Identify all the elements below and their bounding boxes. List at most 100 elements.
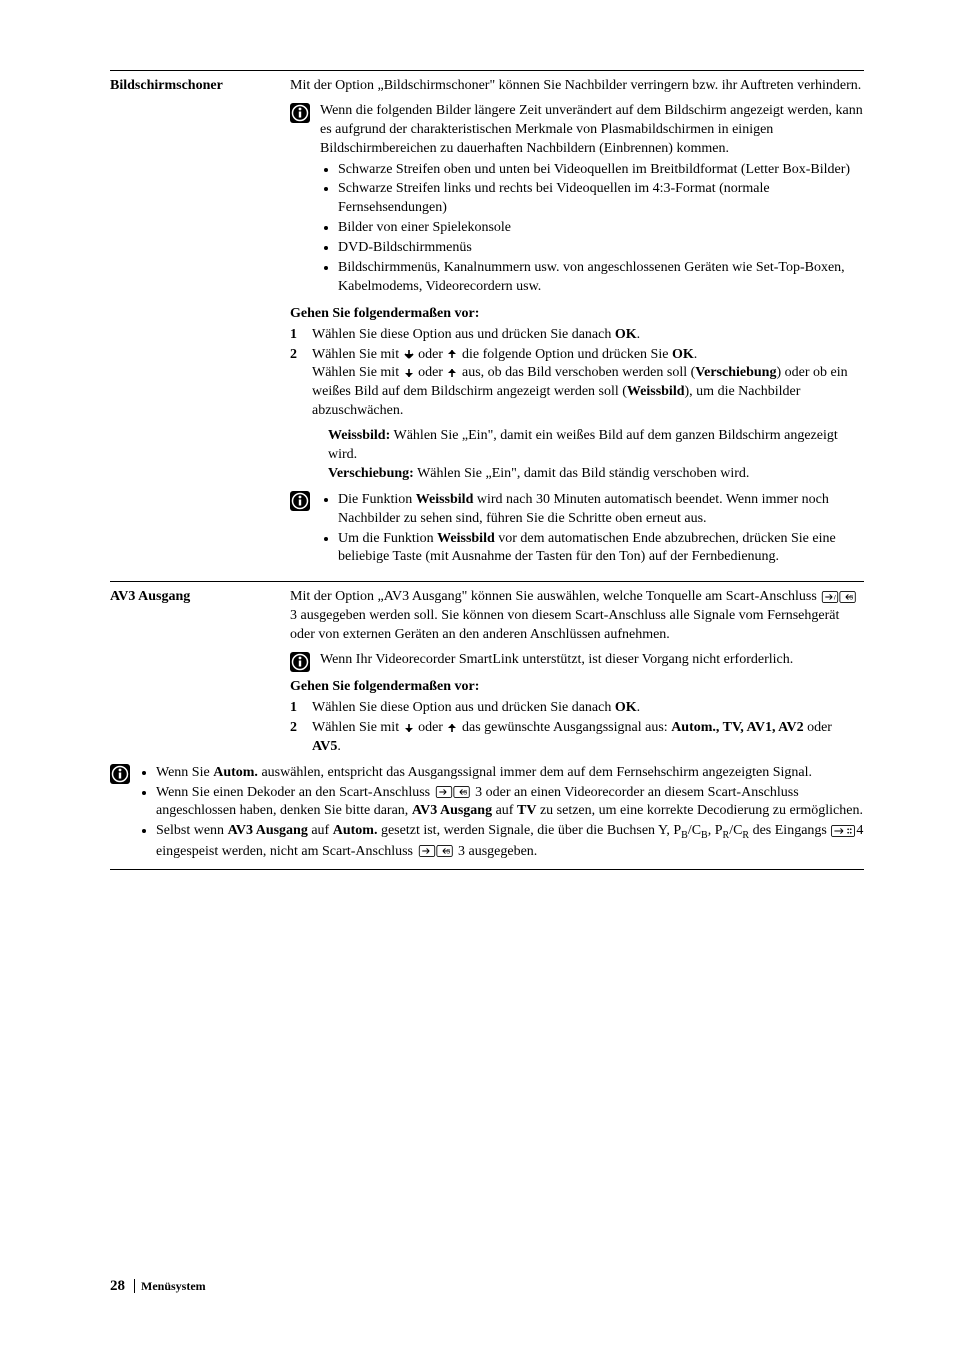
t: des Eingangs (749, 823, 830, 838)
bottom-bullets: Wenn Sie Autom. auswählen, entspricht da… (138, 764, 864, 862)
t: oder (804, 720, 832, 735)
b: Autom. (333, 823, 378, 838)
scart-io-icon: S (434, 786, 472, 798)
info-text: Wenn die folgenden Bilder längere Zeit u… (320, 102, 864, 299)
t: das gewünschte Ausgangssignal aus: (458, 720, 671, 735)
bullet-item: Schwarze Streifen oben und unten bei Vid… (338, 161, 864, 180)
t: 3 ausgegeben werden soll. Sie können von… (290, 608, 839, 642)
t: 3 ausgegeben. (455, 844, 538, 859)
t: oder (415, 365, 447, 380)
page-footer: 28 Menüsystem (110, 1276, 206, 1296)
page-number: 28 (110, 1278, 125, 1294)
svg-text:S: S (446, 850, 450, 856)
step-2: 2 Wählen Sie mit oder die folgende Optio… (290, 346, 864, 422)
b: AV3 Ausgang (412, 803, 492, 818)
verschiebung-line: Verschiebung: Wählen Sie „Ein", damit da… (328, 465, 864, 484)
section-av3: AV3 Ausgang Mit der Option „AV3 Ausgang"… (110, 588, 864, 758)
bullet-item: Bilder von einer Spielekonsole (338, 219, 864, 238)
step-number: 1 (290, 326, 312, 345)
arrow-down-icon (403, 722, 415, 734)
b: TV (517, 803, 536, 818)
b: Weissbild (416, 492, 474, 507)
arrow-down-icon (403, 367, 415, 379)
arrow-up-icon (446, 722, 458, 734)
section-title: Bildschirmschoner (110, 77, 290, 96)
steps-list: 1 Wählen Sie diese Option aus und drücke… (290, 326, 864, 421)
t: Um die Funktion (338, 531, 437, 546)
section-content: Mit der Option „Bildschirmschoner" könne… (290, 77, 864, 575)
svg-text:S: S (850, 596, 854, 602)
t: Wählen Sie mit (312, 720, 403, 735)
t: /C (688, 823, 701, 838)
opts: Autom., TV, AV1, AV2 (671, 720, 803, 735)
svg-text:S: S (463, 791, 467, 797)
t: Die Funktion (338, 492, 416, 507)
options-block: Weissbild: Wählen Sie „Ein", damit ein w… (328, 427, 864, 484)
t: auf (308, 823, 333, 838)
t: Wenn Sie einen Dekoder an den Scart-Ansc… (156, 785, 434, 800)
input-icon (830, 825, 856, 837)
scart-io-icon: /S (820, 591, 858, 603)
info-icon (110, 764, 130, 784)
t: Wenn Sie (156, 765, 213, 780)
ok: OK (615, 327, 637, 342)
label: Verschiebung: (328, 466, 414, 481)
text: Wählen Sie „Ein", damit ein weißes Bild … (328, 428, 838, 462)
b: Autom. (213, 765, 258, 780)
t: auswählen, entspricht das Ausgangssignal… (258, 765, 812, 780)
t: /C (729, 823, 742, 838)
info-text: Die Funktion Weissbild wird nach 30 Minu… (320, 490, 864, 570)
info-icon (290, 103, 310, 123)
label: Weissbild: (328, 428, 390, 443)
bullet-item: Wenn Sie einen Dekoder an den Scart-Ansc… (156, 784, 864, 822)
text: Wählen Sie „Ein", damit das Bild ständig… (414, 466, 750, 481)
arrow-down-icon (403, 348, 415, 360)
b: Weissbild (627, 384, 685, 399)
arrow-up-icon (446, 348, 458, 360)
ok: OK (615, 700, 637, 715)
t: Wählen Sie mit (312, 347, 403, 362)
bullet-item: Selbst wenn AV3 Ausgang auf Autom. geset… (156, 822, 864, 861)
step-number: 1 (290, 699, 312, 718)
steps-list: 1 Wählen Sie diese Option aus und drücke… (290, 699, 864, 757)
step-number: 2 (290, 719, 312, 757)
t: Wählen Sie diese Option aus und drücken … (312, 700, 615, 715)
bottom-rule (110, 869, 864, 870)
step-2: 2 Wählen Sie mit oder das gewünschte Aus… (290, 719, 864, 757)
t: auf (492, 803, 517, 818)
t: , P (708, 823, 723, 838)
info-bullets: Schwarze Streifen oben und unten bei Vid… (320, 161, 864, 297)
b: Weissbild (437, 531, 495, 546)
info-para: Wenn die folgenden Bilder längere Zeit u… (320, 103, 863, 156)
bullet-item: Wenn Sie Autom. auswählen, entspricht da… (156, 764, 864, 783)
info-icon (290, 491, 310, 511)
proceed-heading: Gehen Sie folgendermaßen vor: (290, 305, 864, 324)
bullet-item: Schwarze Streifen links und rechts bei V… (338, 180, 864, 218)
step-text: Wählen Sie mit oder das gewünschte Ausga… (312, 719, 864, 757)
bullet-item: Um die Funktion Weissbild vor dem automa… (338, 530, 864, 568)
t: Mit der Option „AV3 Ausgang" können Sie … (290, 589, 820, 604)
section-bildschirmschoner: Bildschirmschoner Mit der Option „Bildsc… (110, 77, 864, 575)
step-1: 1 Wählen Sie diese Option aus und drücke… (290, 326, 864, 345)
step-1: 1 Wählen Sie diese Option aus und drücke… (290, 699, 864, 718)
section-content: Mit der Option „AV3 Ausgang" können Sie … (290, 588, 864, 758)
step-text: Wählen Sie diese Option aus und drücken … (312, 699, 864, 718)
info-block: Wenn Ihr Videorecorder SmartLink unterst… (290, 651, 864, 672)
step-number: 2 (290, 346, 312, 422)
intro-text: Mit der Option „Bildschirmschoner" könne… (290, 77, 864, 96)
info-block-2: Die Funktion Weissbild wird nach 30 Minu… (290, 490, 864, 570)
t: die folgende Option und drücken Sie (458, 347, 671, 362)
t: aus, ob das Bild verschoben werden soll … (458, 365, 695, 380)
t: Wählen Sie mit (312, 365, 403, 380)
info-text: Wenn Ihr Videorecorder SmartLink unterst… (320, 651, 864, 670)
proceed-heading: Gehen Sie folgendermaßen vor: (290, 678, 864, 697)
step-text: Wählen Sie diese Option aus und drücken … (312, 326, 864, 345)
t: Wählen Sie diese Option aus und drücken … (312, 327, 615, 342)
info-block-1: Wenn die folgenden Bilder längere Zeit u… (290, 102, 864, 299)
mid-rule (110, 581, 864, 582)
t: gesetzt ist, werden Signale, die über di… (377, 823, 681, 838)
weissbild-line: Weissbild: Wählen Sie „Ein", damit ein w… (328, 427, 864, 465)
step-text: Wählen Sie mit oder die folgende Option … (312, 346, 864, 422)
sub: B (681, 830, 688, 841)
info-bullets: Die Funktion Weissbild wird nach 30 Minu… (320, 491, 864, 568)
